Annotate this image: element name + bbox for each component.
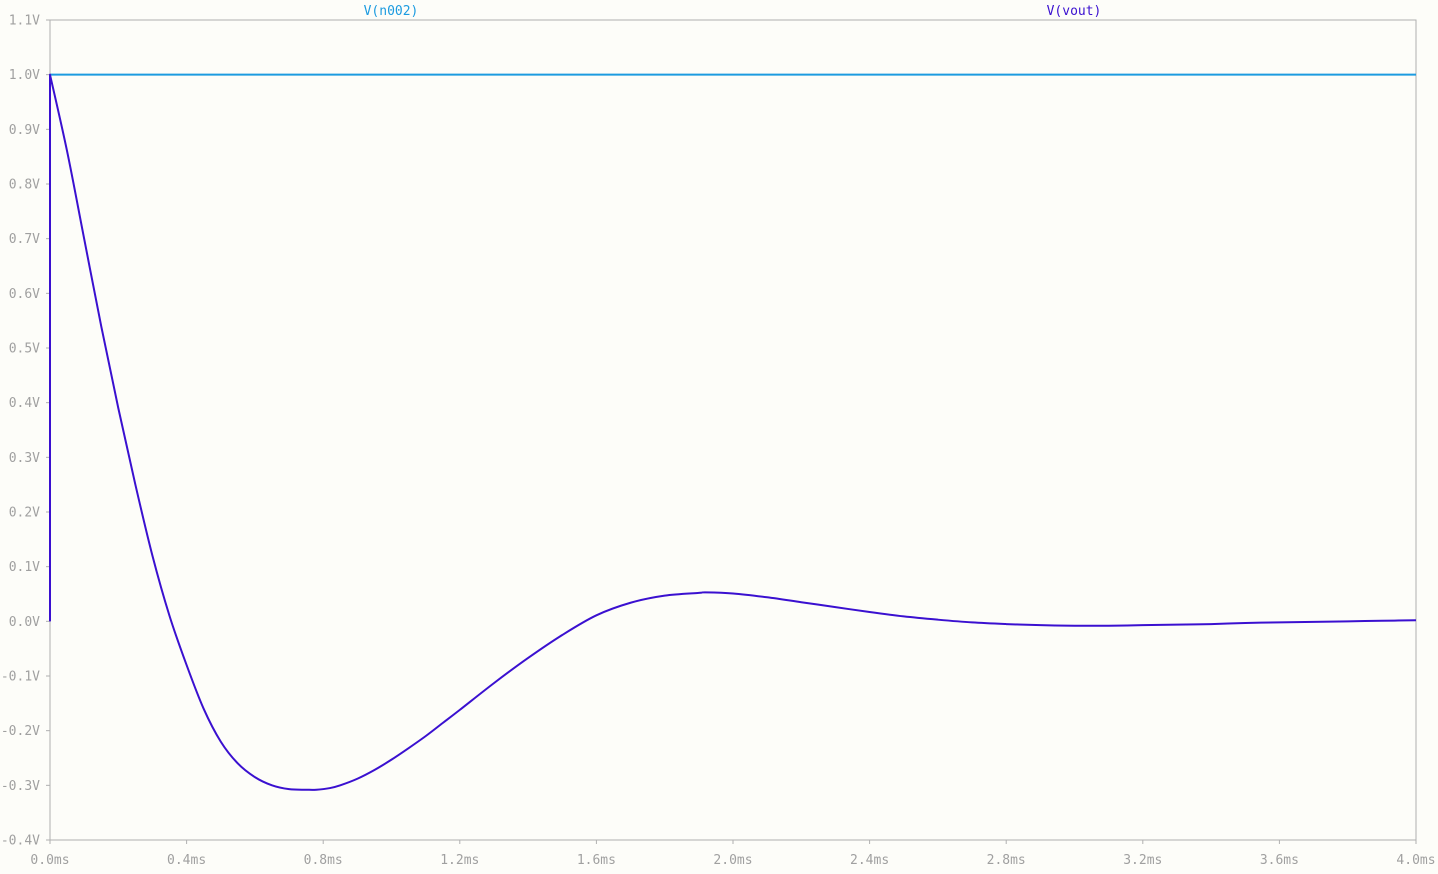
x-tick-label: 3.6ms [1260, 853, 1299, 868]
y-tick-label: -0.4V [1, 834, 40, 849]
y-tick-label: -0.2V [1, 724, 40, 739]
y-tick-label: 0.1V [9, 560, 40, 575]
y-tick-label: 0.3V [9, 451, 40, 466]
series-lines [49, 73, 1417, 791]
y-tick-label: 0.0V [9, 615, 40, 630]
x-tick-label: 0.0ms [30, 853, 69, 868]
series-line-V(vout) [49, 73, 1417, 791]
x-tick-label: 1.6ms [577, 853, 616, 868]
legend: V(n002) V(vout) [364, 4, 1102, 19]
y-tick-label: 0.8V [9, 178, 40, 193]
y-tick-label: 0.4V [9, 396, 40, 411]
x-tick-label: 4.0ms [1396, 853, 1435, 868]
x-axis: 0.0ms 0.4ms 0.8ms 1.2ms 1.6ms 2.0ms 2.4ms 2.8ms… [30, 840, 1436, 868]
y-tick-label: 1.0V [9, 68, 40, 83]
legend-label: V(vout) [1047, 4, 1102, 19]
y-tick-label: 0.6V [9, 287, 40, 302]
x-tick-label: 0.8ms [304, 853, 343, 868]
y-tick-label: 0.5V [9, 342, 40, 357]
y-tick-label: 0.7V [9, 232, 40, 247]
x-tick-label: 2.8ms [987, 853, 1026, 868]
x-tick-label: 2.0ms [713, 853, 752, 868]
y-axis: 1.1V 1.0V 0.9V 0.8V 0.7V 0.6V 0.5V 0.4V 0.3V 0.2V… [1, 14, 50, 849]
y-tick-label: -0.1V [1, 670, 40, 685]
y-tick-label: -0.3V [1, 779, 40, 794]
x-tick-label: 1.2ms [440, 853, 479, 868]
legend-label: V(n002) [364, 4, 419, 19]
x-tick-label: 0.4ms [167, 853, 206, 868]
y-tick-label: 0.2V [9, 506, 40, 521]
x-tick-label: 2.4ms [850, 853, 889, 868]
y-tick-label: 0.9V [9, 123, 40, 138]
x-tick-label: 3.2ms [1123, 853, 1162, 868]
plot-area [49, 19, 1417, 841]
y-tick-label: 1.1V [9, 14, 40, 29]
